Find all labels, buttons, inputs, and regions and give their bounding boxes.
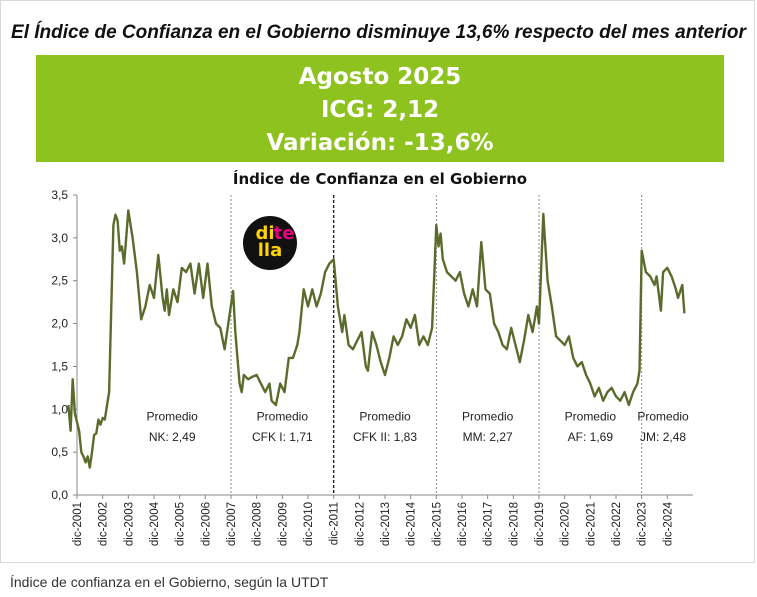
x-tick-label: dic-2018 (508, 502, 520, 546)
x-tick-label: dic-2020 (560, 502, 572, 546)
banner-variation: Variación: -13,6% (266, 130, 494, 156)
period-label: Promedio (565, 409, 617, 423)
x-tick-label: dic-2014 (406, 501, 418, 546)
x-tick-label: dic-2007 (226, 502, 238, 546)
period-annotations: Promedio NK: 2,49 Promedio CFK I: 1,71 Prome… (147, 195, 689, 495)
y-tick-label: 0,5 (51, 445, 68, 459)
x-tick-label: dic-2008 (252, 502, 264, 546)
x-tick-label: dic-2011 (329, 502, 341, 545)
period-average-value: NK: 2,49 (149, 430, 196, 444)
x-tick-label: dic-2021 (585, 502, 597, 546)
x-tick-label: dic-2010 (303, 502, 315, 546)
banner-month: Agosto 2025 (298, 64, 462, 90)
y-tick-label: 0,0 (51, 488, 68, 502)
logo-line-di: di (255, 223, 274, 244)
x-tick-label: dic-2017 (483, 502, 495, 546)
x-tick-label: dic-2024 (662, 501, 674, 546)
y-axis: 0,0 0,5 1,0 1,5 2,0 2,5 3,0 3,5 (51, 188, 78, 502)
y-tick-label: 2,5 (51, 274, 68, 288)
x-tick-label: dic-2006 (200, 502, 212, 546)
period-label: Promedio (257, 409, 309, 423)
period-average-value: CFK II: 1,83 (353, 430, 417, 444)
period-label: Promedio (147, 409, 199, 423)
x-axis: dic-2001 dic-2002 dic-2003 dic-2004 dic-2005… (72, 494, 693, 546)
logo-line-lla: lla (258, 240, 283, 261)
period-average-value: MM: 2,27 (463, 430, 513, 444)
x-tick-label: dic-2013 (380, 502, 392, 546)
x-tick-label: dic-2023 (637, 502, 649, 546)
image-caption: Índice de confianza en el Gobierno, segú… (10, 574, 329, 590)
y-tick-label: 3,0 (51, 231, 68, 245)
x-tick-label: dic-2012 (354, 502, 366, 546)
chart-title: Índice de Confianza en el Gobierno (233, 169, 527, 188)
x-tick-label: dic-2002 (98, 502, 110, 546)
period-average-value: JM: 2,48 (640, 430, 686, 444)
y-tick-label: 2,0 (51, 317, 68, 331)
period-label: Promedio (637, 409, 689, 423)
series-line (67, 209, 686, 469)
x-tick-label: dic-2005 (175, 502, 187, 546)
x-tick-label: dic-2009 (277, 502, 289, 546)
headline: El Índice de Confianza en el Gobierno di… (11, 22, 746, 43)
logo-circle (243, 216, 297, 270)
x-tick-label: dic-2001 (72, 502, 84, 546)
x-tick-label: dic-2022 (611, 502, 623, 546)
period-average-value: AF: 1,69 (568, 430, 614, 444)
x-tick-label: dic-2004 (149, 501, 161, 546)
period-average-value: CFK I: 1,71 (252, 430, 313, 444)
logo-line-te: te (274, 223, 295, 244)
x-tick-label: dic-2019 (534, 502, 546, 546)
y-tick-label: 1,5 (51, 359, 68, 373)
period-label: Promedio (462, 409, 514, 423)
x-tick-label: dic-2016 (457, 502, 469, 546)
banner-icg-value: ICG: 2,12 (320, 97, 440, 123)
confidence-line-chart: Índice de Confianza en el Gobierno 0,00,… (51, 169, 693, 546)
y-tick-label: 3,5 (51, 188, 68, 202)
x-tick-label: dic-2003 (123, 502, 135, 546)
y-tick-label: 1,0 (51, 402, 68, 416)
x-tick-label: dic-2015 (431, 502, 443, 546)
summary-banner: Agosto 2025 ICG: 2,12 Variación: -13,6% (36, 55, 724, 162)
period-label: Promedio (359, 409, 411, 423)
ditella-logo: di te lla (243, 216, 297, 270)
